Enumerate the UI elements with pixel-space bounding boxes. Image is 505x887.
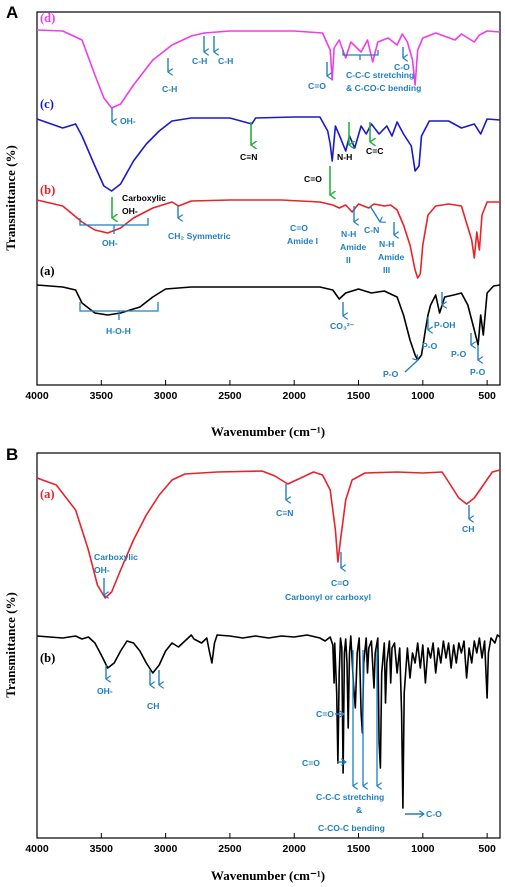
trace-b bbox=[36, 199, 500, 279]
panel-a-ylabel: Transmittance (%) bbox=[3, 145, 18, 251]
x-tick-label: 500 bbox=[478, 843, 496, 855]
x-tick-label: 2500 bbox=[218, 843, 242, 855]
annotation-nh-b: N-H bbox=[341, 229, 356, 239]
panel-b-label-a: (a) bbox=[40, 487, 55, 501]
panel-a-frame bbox=[36, 11, 501, 386]
x-tick-label: 2000 bbox=[283, 390, 307, 402]
panel-b: B 4000 3500 3000 2500 2000 1500 1000 500 (a) (b… bbox=[3, 445, 501, 883]
panel-a-annotations: C-H C-H C-H C-C-C stretching & C-CO-C be… bbox=[79, 36, 486, 379]
annotation-co-b2: C=O bbox=[316, 709, 334, 719]
x-tick-label: 1500 bbox=[347, 390, 371, 402]
panel-b-xlabel: Wavenumber (cm⁻¹) bbox=[211, 868, 325, 883]
annotation-co-b1: C=O bbox=[331, 578, 349, 588]
annotation-oh-c: OH- bbox=[120, 116, 136, 126]
panel-b-ylabel: Transmittance (%) bbox=[3, 592, 18, 698]
x-tick-label: 500 bbox=[478, 390, 496, 402]
x-tick-label: 4000 bbox=[25, 390, 49, 402]
panel-a-xlabel: Wavenumber (cm⁻¹) bbox=[211, 424, 325, 439]
annotation-arrow bbox=[369, 205, 380, 222]
annotation-ccoc: & C-CO-C bending bbox=[346, 83, 421, 93]
bracket bbox=[79, 302, 159, 320]
trace-d bbox=[36, 29, 501, 109]
annotation-cc-c: C=C bbox=[366, 146, 383, 156]
panel-b-traces bbox=[36, 469, 501, 809]
annotation-hoh: H-O-H bbox=[106, 326, 131, 336]
panel-a-label-b: (b) bbox=[40, 183, 55, 197]
bracket bbox=[79, 218, 149, 234]
bracket bbox=[342, 50, 379, 60]
annotation-po-2: P-O bbox=[451, 349, 467, 359]
annotation-po-1: P-O bbox=[422, 341, 438, 351]
annotation-cn-c: C≡N bbox=[240, 152, 257, 162]
x-tick-label: 3000 bbox=[154, 843, 178, 855]
annotation-arrow bbox=[404, 360, 418, 373]
annotation-ccc: C-C-C stretching bbox=[346, 70, 414, 80]
annotation-co-d: C=O bbox=[308, 81, 326, 91]
annotation-po-4: P-O bbox=[383, 369, 399, 379]
x-tick-label: 1000 bbox=[411, 390, 435, 402]
panel-b-x-ticks: 4000 3500 3000 2500 2000 1500 1000 500 bbox=[25, 833, 496, 855]
annotation-ch-2: C-H bbox=[192, 56, 207, 66]
annotation-co3: CO₃²⁻ bbox=[330, 321, 355, 331]
panel-a-label-d: (d) bbox=[40, 11, 55, 25]
annotation-ch2: CH₂ Symmetric bbox=[168, 231, 231, 241]
x-tick-label: 3500 bbox=[90, 390, 114, 402]
x-tick-label: 1000 bbox=[411, 843, 435, 855]
panel-b-label-b: (b) bbox=[40, 651, 55, 665]
annotation-co-amide: C=O bbox=[290, 223, 308, 233]
annotation-oh: OH- bbox=[94, 565, 110, 575]
trace-a bbox=[36, 469, 501, 599]
trace-b bbox=[36, 634, 501, 809]
annotation-cn: C≡N bbox=[276, 508, 293, 518]
annotation-oh-b2: OH- bbox=[102, 238, 118, 248]
panel-a-x-ticks: 4000 3500 3000 2500 2000 1500 1000 500 bbox=[25, 380, 496, 402]
annotation-iii: III bbox=[383, 265, 390, 275]
panel-b-annotations: C≡N CH Carboxylic OH- C=O Carbonyl or ca… bbox=[94, 484, 474, 833]
x-tick-label: 2500 bbox=[218, 390, 242, 402]
x-tick-label: 3500 bbox=[90, 843, 114, 855]
panel-b-frame bbox=[36, 452, 501, 839]
annotation-co-b3: C=O bbox=[302, 758, 320, 768]
trace-c bbox=[36, 116, 501, 192]
x-tick-label: 1500 bbox=[347, 843, 371, 855]
annotation-amide-i: Amide I bbox=[287, 236, 318, 246]
x-tick-label: 3000 bbox=[154, 390, 178, 402]
trace-a bbox=[36, 284, 501, 361]
panel-a-label-c: (c) bbox=[40, 97, 54, 111]
annotation-co-c: C=O bbox=[304, 174, 322, 184]
annotation-carboxylic-b: Carboxylic bbox=[122, 193, 166, 203]
annotation-oh-b: OH- bbox=[122, 206, 138, 216]
annotation-oh-b: OH- bbox=[97, 686, 113, 696]
annotation-nh-c: N-H bbox=[337, 152, 352, 162]
annotation-carbonyl: Carbonyl or carboxyl bbox=[285, 592, 371, 602]
annotation-po-3: P-O bbox=[470, 367, 486, 377]
panel-a-traces bbox=[36, 29, 501, 361]
annotation-c-o-d: C-O bbox=[394, 62, 410, 72]
annotation-amide-ii: Amide bbox=[340, 242, 366, 252]
annotation-cn-b: C-N bbox=[364, 225, 379, 235]
x-tick-label: 4000 bbox=[25, 843, 49, 855]
annotation-ch-b: CH bbox=[147, 701, 159, 711]
annotation-ccoc-b: C-CO-C bending bbox=[318, 823, 385, 833]
annotation-ii: II bbox=[346, 255, 351, 265]
annotation-c-o-b: C-O bbox=[426, 809, 442, 819]
annotation-ccc-b: C-C-C stretching bbox=[316, 792, 384, 802]
annotation-ch: CH bbox=[462, 524, 474, 534]
panel-a-label-a: (a) bbox=[40, 264, 55, 278]
annotation-ch-3: C-H bbox=[218, 56, 233, 66]
annotation-amide-iii: Amide bbox=[378, 252, 404, 262]
annotation-poh: P-OH bbox=[434, 320, 455, 330]
panel-a-label: A bbox=[6, 3, 18, 22]
annotation-carboxylic: Carboxylic bbox=[94, 552, 138, 562]
panel-b-label: B bbox=[6, 445, 18, 464]
annotation-amp-b: & bbox=[356, 805, 362, 815]
annotation-ch-1: C-H bbox=[162, 84, 177, 94]
panel-a: A 4000 3500 3000 2500 2000 1500 1000 500 (d) (c… bbox=[3, 3, 501, 439]
annotation-nh-b2: N-H bbox=[379, 239, 394, 249]
x-tick-label: 2000 bbox=[283, 843, 307, 855]
